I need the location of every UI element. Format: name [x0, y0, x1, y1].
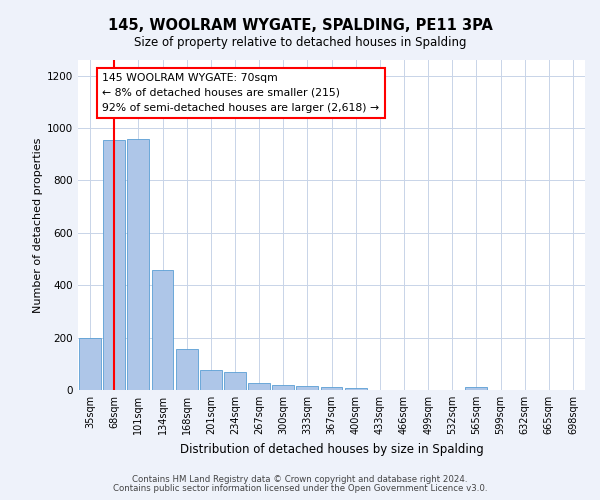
Bar	[466, 387, 487, 390]
Y-axis label: Number of detached properties: Number of detached properties	[33, 138, 43, 312]
Text: Contains public sector information licensed under the Open Government Licence v3: Contains public sector information licen…	[113, 484, 487, 493]
Bar	[224, 372, 246, 390]
Bar	[248, 384, 270, 390]
Bar	[272, 386, 294, 390]
Text: Size of property relative to detached houses in Spalding: Size of property relative to detached ho…	[134, 36, 466, 49]
Text: 145, WOOLRAM WYGATE, SPALDING, PE11 3PA: 145, WOOLRAM WYGATE, SPALDING, PE11 3PA	[107, 18, 493, 32]
X-axis label: Distribution of detached houses by size in Spalding: Distribution of detached houses by size …	[179, 442, 484, 456]
Bar	[79, 338, 101, 390]
Bar	[320, 388, 343, 390]
Bar	[345, 388, 367, 390]
Bar	[176, 350, 197, 390]
Bar	[103, 140, 125, 390]
Bar	[127, 138, 149, 390]
Text: 145 WOOLRAM WYGATE: 70sqm
← 8% of detached houses are smaller (215)
92% of semi-: 145 WOOLRAM WYGATE: 70sqm ← 8% of detach…	[102, 73, 379, 112]
Bar	[152, 270, 173, 390]
Text: Contains HM Land Registry data © Crown copyright and database right 2024.: Contains HM Land Registry data © Crown c…	[132, 475, 468, 484]
Bar	[200, 370, 221, 390]
Bar	[296, 386, 318, 390]
